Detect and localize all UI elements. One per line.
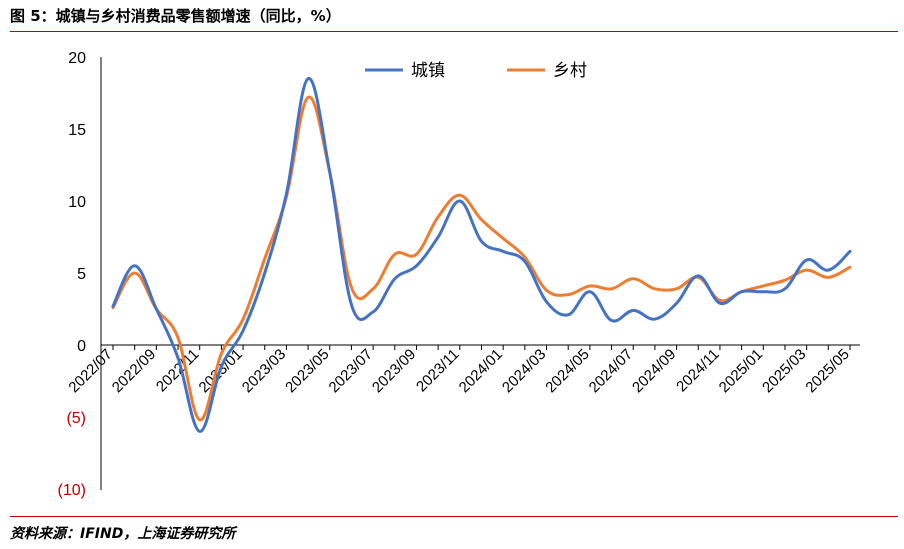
series-lines xyxy=(111,77,852,433)
y-tick-label: (5) xyxy=(66,410,86,427)
y-tick-label: (10) xyxy=(58,482,86,499)
series-line-rural xyxy=(111,95,852,422)
y-tick-label: 20 xyxy=(68,50,86,67)
chart-axes xyxy=(100,57,860,490)
x-tick-label: 2022/09 xyxy=(109,346,159,396)
x-tick-label: 2025/05 xyxy=(802,346,852,396)
top-rule xyxy=(10,31,898,32)
x-tick-label: 2023/09 xyxy=(369,346,419,396)
x-tick-label: 2024/01 xyxy=(456,346,506,396)
legend-label: 乡村 xyxy=(553,61,587,81)
series-line-urban xyxy=(111,77,852,433)
x-tick-label: 2024/03 xyxy=(499,346,549,396)
y-axis-ticks: 20 15 10 5 0 (5) (10) xyxy=(58,50,87,499)
x-tick-label: 2025/01 xyxy=(716,346,766,396)
x-tick-label: 2023/07 xyxy=(326,346,376,396)
y-tick-label: 10 xyxy=(68,194,86,211)
x-tick-label: 2023/05 xyxy=(282,346,332,396)
source-note: 资料来源：IFIND，上海证券研究所 xyxy=(10,526,236,542)
x-tick-label: 2024/11 xyxy=(673,346,723,396)
y-tick-label: 0 xyxy=(77,338,86,355)
x-tick-label: 2023/11 xyxy=(413,346,463,396)
chart-title: 图 5：城镇与乡村消费品零售额增速（同比，%） xyxy=(10,7,341,25)
bottom-rule xyxy=(10,516,898,517)
x-tick-label: 2022/07 xyxy=(65,346,115,396)
x-tick-label: 2024/05 xyxy=(542,346,592,396)
x-tick-label: 2024/07 xyxy=(586,346,636,396)
x-tick-label: 2023/03 xyxy=(239,346,289,396)
y-tick-label: 5 xyxy=(77,266,86,283)
chart-legend: 城镇 乡村 xyxy=(365,61,587,81)
legend-label: 城镇 xyxy=(411,61,445,81)
y-tick-label: 15 xyxy=(68,122,86,139)
x-tick-label: 2025/03 xyxy=(759,346,809,396)
x-tick-label: 2024/09 xyxy=(629,346,679,396)
